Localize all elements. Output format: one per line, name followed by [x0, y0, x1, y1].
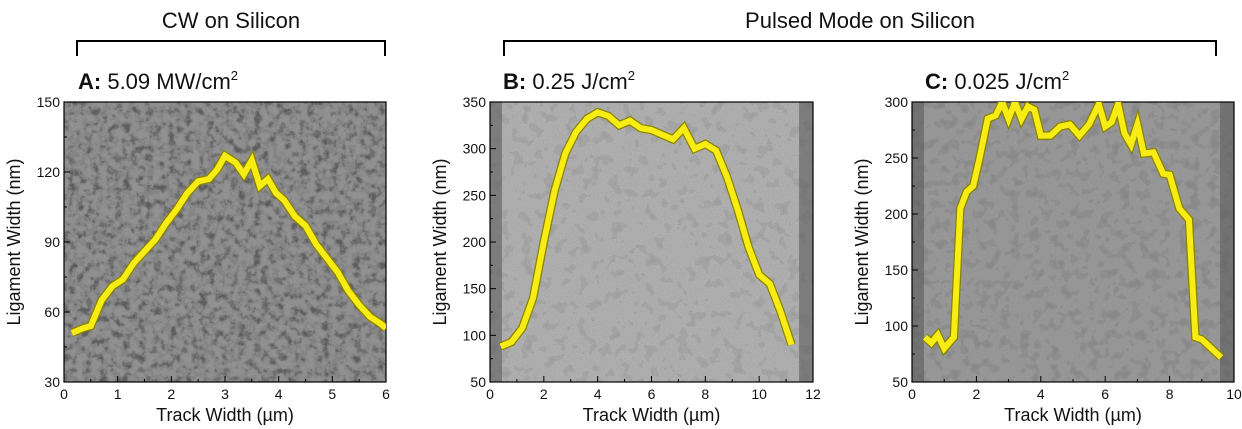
panel-c-label: C: 0.025 J/cm2: [925, 68, 1069, 95]
panel-b-letter: B:: [503, 69, 527, 94]
y-tick-label-c: 200: [885, 206, 909, 222]
x-tick-label-b: 2: [540, 386, 548, 402]
x-tick-label-a: 2: [167, 386, 175, 402]
y-tick-label-b: 200: [463, 234, 487, 250]
panel-a-letter: A:: [78, 69, 102, 94]
x-axis-label-c: Track Width (µm): [1004, 405, 1142, 425]
x-tick-label-c: 0: [908, 386, 916, 402]
y-tick-label-c: 100: [885, 318, 909, 334]
x-tick-label-b: 0: [486, 386, 494, 402]
x-tick-label-a: 3: [221, 386, 229, 402]
series-line-c: [922, 102, 1224, 360]
x-tick-label-c: 2: [973, 386, 981, 402]
x-tick-label-a: 5: [328, 386, 336, 402]
y-tick-label-a: 90: [44, 234, 60, 250]
y-tick-label-a: 30: [44, 374, 60, 390]
x-tick-label-b: 10: [751, 386, 767, 402]
panel-c-letter: C:: [925, 69, 949, 94]
x-tick-label-a: 4: [275, 386, 283, 402]
series-group-c: [922, 102, 1225, 361]
y-tick-label-b: 300: [463, 141, 487, 157]
y-tick-label-b: 250: [463, 187, 487, 203]
y-tick-label-b: 100: [463, 327, 487, 343]
sem-image-c: [912, 102, 1234, 382]
panel-a-value: 5.09 MW/cm: [101, 69, 231, 94]
x-tick-label-a: 1: [114, 386, 122, 402]
panel-b-sup: 2: [627, 68, 635, 83]
panel-b-label: B: 0.25 J/cm2: [503, 68, 635, 95]
chart-b: 0 2 4 6 8 10 12 50 100 150 200 250 300 350 Track Width…: [430, 94, 821, 425]
x-tick-label-b: 4: [594, 386, 602, 402]
y-tick-label-c: 50: [892, 374, 908, 390]
x-tick-label-c: 6: [1101, 386, 1109, 402]
panel-a-sup: 2: [230, 68, 239, 83]
y-tick-label-a: 150: [37, 94, 61, 110]
series-group-a: [70, 149, 386, 337]
chart-c: 0 2 4 6 8 10 50 100 150 200 250 300 Track Width (µm)…: [852, 94, 1242, 425]
x-tick-label-b: 6: [648, 386, 656, 402]
series-line-b: [499, 109, 795, 350]
y-tick-label-b: 150: [463, 281, 487, 297]
x-tick-label-a: 6: [382, 386, 390, 402]
y-tick-label-a: 60: [44, 304, 60, 320]
y-tick-label-b: 50: [470, 374, 486, 390]
x-tick-label-c: 4: [1037, 386, 1045, 402]
sem-image-b: [490, 102, 813, 382]
y-tick-label-c: 300: [885, 94, 909, 110]
x-axis-label-b: Track Width (µm): [583, 405, 721, 425]
x-tick-label-c: 10: [1226, 386, 1242, 402]
panel-b-value: 0.25 J/cm: [526, 69, 628, 94]
x-axis-label-a: Track Width (µm): [156, 405, 294, 425]
x-tick-label-a: 0: [60, 386, 68, 402]
group-title-pulsed: Pulsed Mode on Silicon: [745, 8, 975, 33]
panel-c-sup: 2: [1061, 68, 1070, 83]
y-tick-label-a: 120: [37, 164, 61, 180]
series-group-b: [499, 107, 796, 351]
y-axis-label-c: Ligament Width (nm): [852, 158, 872, 325]
x-tick-label-b: 8: [701, 386, 709, 402]
x-tick-label-b: 12: [805, 386, 821, 402]
chart-a: 0 1 2 3 4 5 6 30 60 90 120 150 Track Width (µm) Ligam…: [4, 94, 390, 425]
y-tick-label-c: 250: [885, 150, 909, 166]
group-title-cw: CW on Silicon: [161, 8, 301, 33]
y-tick-label-c: 150: [885, 262, 909, 278]
panel-a-label: A: 5.09 MW/cm2: [78, 68, 238, 95]
x-tick-label-c: 8: [1166, 386, 1174, 402]
series-line-a: [70, 151, 386, 336]
sem-image-a: [64, 102, 386, 382]
panel-c-value: 0.025 J/cm: [948, 69, 1062, 94]
group-bracket-cw: [76, 40, 386, 56]
group-bracket-pulsed: [503, 40, 1217, 56]
y-axis-label-a: Ligament Width (nm): [4, 158, 24, 325]
y-axis-label-b: Ligament Width (nm): [430, 158, 450, 325]
y-tick-label-b: 350: [463, 94, 487, 110]
